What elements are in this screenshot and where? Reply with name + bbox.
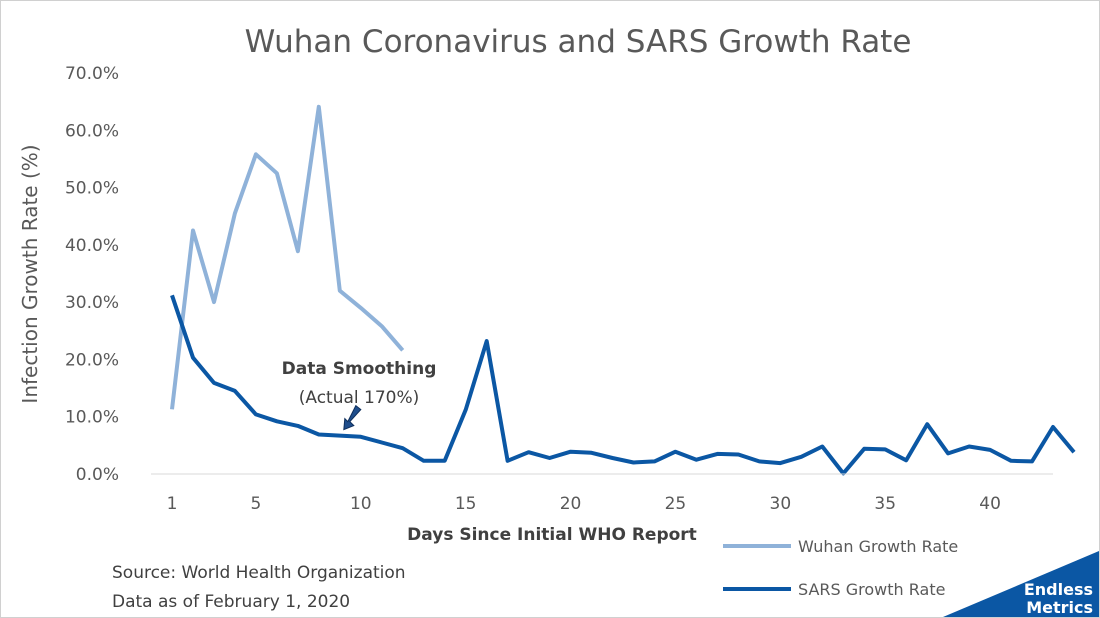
x-tick-label: 40: [979, 494, 1001, 514]
y-tick-label: 70.0%: [65, 64, 119, 84]
y-tick-label: 60.0%: [65, 121, 119, 141]
legend-label-wuhan: Wuhan Growth Rate: [798, 537, 958, 556]
y-tick-label: 10.0%: [65, 408, 119, 428]
annotation-detail: (Actual 170%): [299, 388, 420, 408]
x-tick-label: 20: [560, 494, 582, 514]
x-axis-label: Days Since Initial WHO Report: [407, 525, 697, 545]
y-axis-label: Infection Growth Rate (%): [18, 144, 42, 403]
y-tick-label: 20.0%: [65, 350, 119, 370]
y-tick-label: 40.0%: [65, 236, 119, 256]
chart-title: Wuhan Coronavirus and SARS Growth Rate: [245, 24, 912, 60]
y-tick-label: 50.0%: [65, 179, 119, 199]
data-date-note: Data as of February 1, 2020: [112, 592, 350, 612]
legend-label-sars: SARS Growth Rate: [798, 580, 945, 599]
x-tick-label: 30: [770, 494, 792, 514]
x-tick-label: 15: [455, 494, 477, 514]
annotation: Data Smoothing (Actual 170%): [282, 359, 437, 431]
x-tick-label: 1: [167, 494, 178, 514]
x-tick-labels: 1 5 10 15 20 25 30 35 40: [167, 494, 1001, 514]
series-layer: [170, 104, 1076, 476]
annotation-title: Data Smoothing: [282, 359, 437, 379]
x-tick-label: 25: [665, 494, 687, 514]
series-line-wuhan: [170, 104, 405, 410]
endless-metrics-logo: Endless Metrics: [943, 551, 1099, 617]
legend: Wuhan Growth Rate SARS Growth Rate: [723, 537, 958, 599]
logo-triangle: [943, 551, 1099, 617]
annotation-arrow-icon: [343, 404, 362, 431]
y-tick-label: 0.0%: [76, 465, 119, 485]
x-tick-label: 35: [874, 494, 896, 514]
y-tick-label: 30.0%: [65, 293, 119, 313]
x-tick-label: 10: [350, 494, 372, 514]
x-tick-label: 5: [250, 494, 261, 514]
series-line-sars: [170, 294, 1076, 476]
source-note: Source: World Health Organization: [112, 563, 406, 583]
y-tick-labels: 0.0% 10.0% 20.0% 30.0% 40.0% 50.0% 60.0% 70.0%: [65, 64, 119, 485]
logo-text-line1: Endless: [1024, 580, 1093, 599]
logo-text-line2: Metrics: [1026, 598, 1093, 617]
